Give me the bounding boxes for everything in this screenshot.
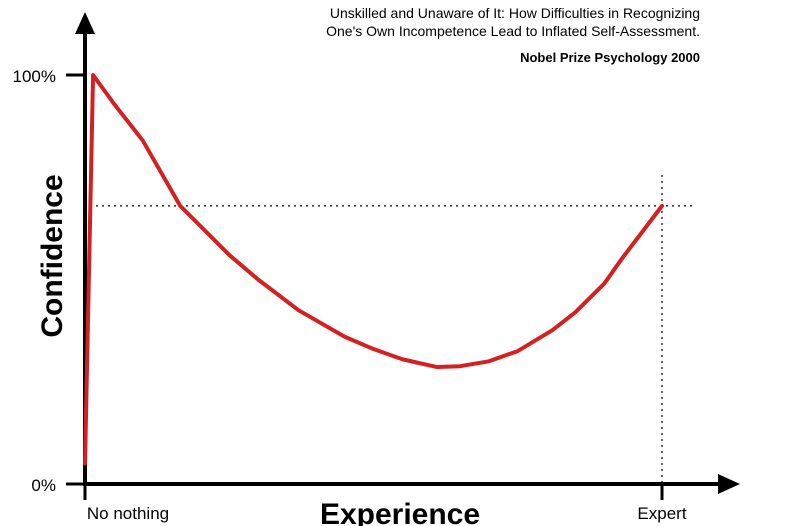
y-axis-label: Confidence [36,174,69,337]
line-series [83,73,664,466]
x-axis-arrow [718,474,740,494]
x-axis-label: Experience [320,498,480,526]
chart-title: One's Own Incompetence Lead to Inflated … [326,23,700,39]
y-axis-arrow [75,12,95,34]
y-tick-label: 0% [31,476,56,495]
x-tick-label: Expert [637,504,686,523]
chart-title: Unskilled and Unaware of It: How Difficu… [330,5,700,21]
x-tick-label: No nothing [87,504,169,523]
chart-subtitle: Nobel Prize Psychology 2000 [520,50,700,65]
y-tick-label: 100% [13,67,56,86]
